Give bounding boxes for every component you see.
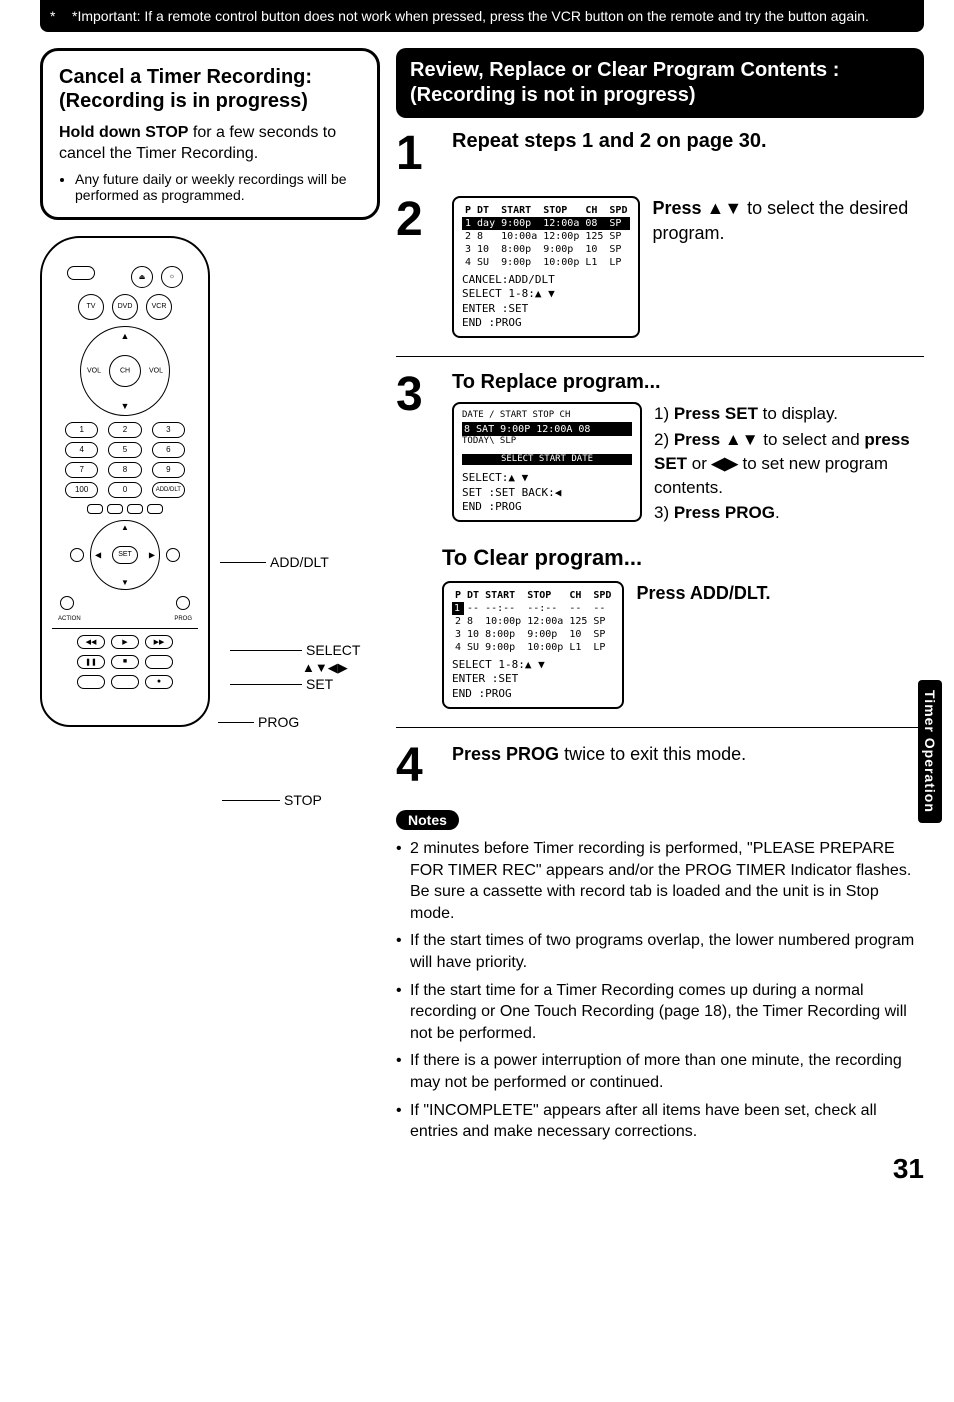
num-1: 1 (65, 422, 98, 438)
tsearch-button (77, 675, 105, 689)
step-3-instructions: 1) Press SET to display. 2) Press ▲▼ to … (654, 402, 924, 527)
cancel-recording-box: Cancel a Timer Recording: (Recording is … (40, 48, 380, 220)
step-2-text: Press ▲▼ to select the desired program. (652, 196, 924, 246)
step-1-text: Repeat steps 1 and 2 on page 30. (452, 130, 924, 153)
step-4-text: Press PROG twice to exit this mode. (452, 742, 924, 767)
set-button: SET (112, 546, 138, 564)
num-9: 9 (152, 462, 185, 478)
action-button (60, 596, 74, 610)
prog-button (176, 596, 190, 610)
title-button (70, 548, 84, 562)
step-2-number: 2 (396, 196, 442, 244)
menu-button (166, 548, 180, 562)
note-item: If the start times of two programs overl… (396, 930, 924, 973)
asterisk-icon: * (50, 8, 55, 24)
clear-program-heading: To Clear program... (442, 545, 924, 571)
hold-down-stop-label: Hold down STOP (59, 124, 188, 141)
eject-button: ⏏ (131, 266, 153, 288)
label-set: SET (230, 676, 333, 692)
stop-button: ■ (111, 655, 139, 669)
rew-button: ◀◀ (77, 635, 105, 649)
num-6: 6 (152, 442, 185, 458)
note-item: If "INCOMPLETE" appears after all items … (396, 1100, 924, 1143)
zoom-button (145, 655, 173, 669)
power-button (67, 266, 95, 280)
step-1-number: 1 (396, 130, 442, 178)
notes-label: Notes (396, 810, 459, 830)
note-item: If there is a power interruption of more… (396, 1050, 924, 1093)
audio-button (87, 504, 103, 514)
cancel-box-bullet: Any future daily or weekly recordings wi… (75, 171, 361, 203)
clear-text: Press ADD/DLT. (636, 581, 924, 606)
label-add-dlt: ADD/DLT (220, 554, 329, 570)
num-8: 8 (108, 462, 141, 478)
return-button (111, 675, 139, 689)
angle-button (107, 504, 123, 514)
volume-channel-dpad: ▲ ▼ VOL VOL CH (80, 326, 170, 416)
light-button: ☼ (161, 266, 183, 288)
rec-button: ● (145, 675, 173, 689)
notes-list: 2 minutes before Timer recording is perf… (396, 838, 924, 1143)
display-button (147, 504, 163, 514)
vcr-button: VCR (146, 294, 172, 320)
important-note-bar: * *Important: If a remote control button… (40, 0, 924, 32)
label-prog: PROG (218, 714, 299, 730)
cancel-box-body: Hold down STOP for a few seconds to canc… (59, 123, 361, 165)
step-3-number: 3 (396, 371, 442, 419)
label-select: SELECT (230, 642, 360, 658)
num-5: 5 (108, 442, 141, 458)
num-100: 100 (65, 482, 98, 498)
tv-button: TV (78, 294, 104, 320)
num-4: 4 (65, 442, 98, 458)
num-0: 0 (108, 482, 141, 498)
add-dlt-button: ADD/DLT (152, 482, 185, 498)
subtitle-button (127, 504, 143, 514)
note-item: 2 minutes before Timer recording is perf… (396, 838, 924, 924)
step-2-osd: PDTSTARTSTOPCHSPD 1day9:00p12:00a08SP 28… (452, 196, 640, 338)
label-stop: STOP (222, 792, 322, 808)
play-button: ▶ (111, 635, 139, 649)
cancel-box-title: Cancel a Timer Recording: (Recording is … (59, 65, 361, 113)
step-4: 4 Press PROG twice to exit this mode. (396, 742, 924, 790)
clear-program-block: PDTSTARTSTOPCHSPD 1----:----:------ 2810… (442, 581, 924, 709)
ff-button: ▶▶ (145, 635, 173, 649)
number-pad: 1 2 3 4 5 6 7 8 9 100 0 ADD/DLT (65, 422, 185, 498)
step-3-osd: DATE / START STOP CH 8 SAT 9:00P 12:00A … (452, 402, 642, 522)
remote-diagram: ⏏ ☼ TV DVD VCR ▲ ▼ VOL VOL CH (40, 236, 380, 727)
section-tab: Timer Operation (918, 680, 942, 823)
step-3-title: To Replace program... (452, 371, 924, 394)
page-number: 31 (396, 1153, 924, 1185)
important-prefix: *Important: (72, 8, 140, 24)
pause-button: ❚❚ (77, 655, 105, 669)
clear-osd: PDTSTARTSTOPCHSPD 1----:----:------ 2810… (442, 581, 624, 709)
num-7: 7 (65, 462, 98, 478)
right-section-header: Review, Replace or Clear Program Content… (396, 48, 924, 118)
note-item: If the start time for a Timer Recording … (396, 980, 924, 1045)
select-ring: ▲ ▼ ◀ ▶ SET (70, 520, 180, 590)
dvd-button: DVD (112, 294, 138, 320)
label-arrows: ▲▼◀▶ (302, 660, 348, 676)
important-text: If a remote control button does not work… (144, 8, 869, 24)
step-3: 3 To Replace program... DATE / START STO… (396, 371, 924, 527)
step-1: 1 Repeat steps 1 and 2 on page 30. (396, 130, 924, 178)
step-2: 2 PDTSTARTSTOPCHSPD 1day9:00p12:00a08SP … (396, 196, 924, 338)
num-3: 3 (152, 422, 185, 438)
num-2: 2 (108, 422, 141, 438)
step-4-number: 4 (396, 742, 442, 790)
